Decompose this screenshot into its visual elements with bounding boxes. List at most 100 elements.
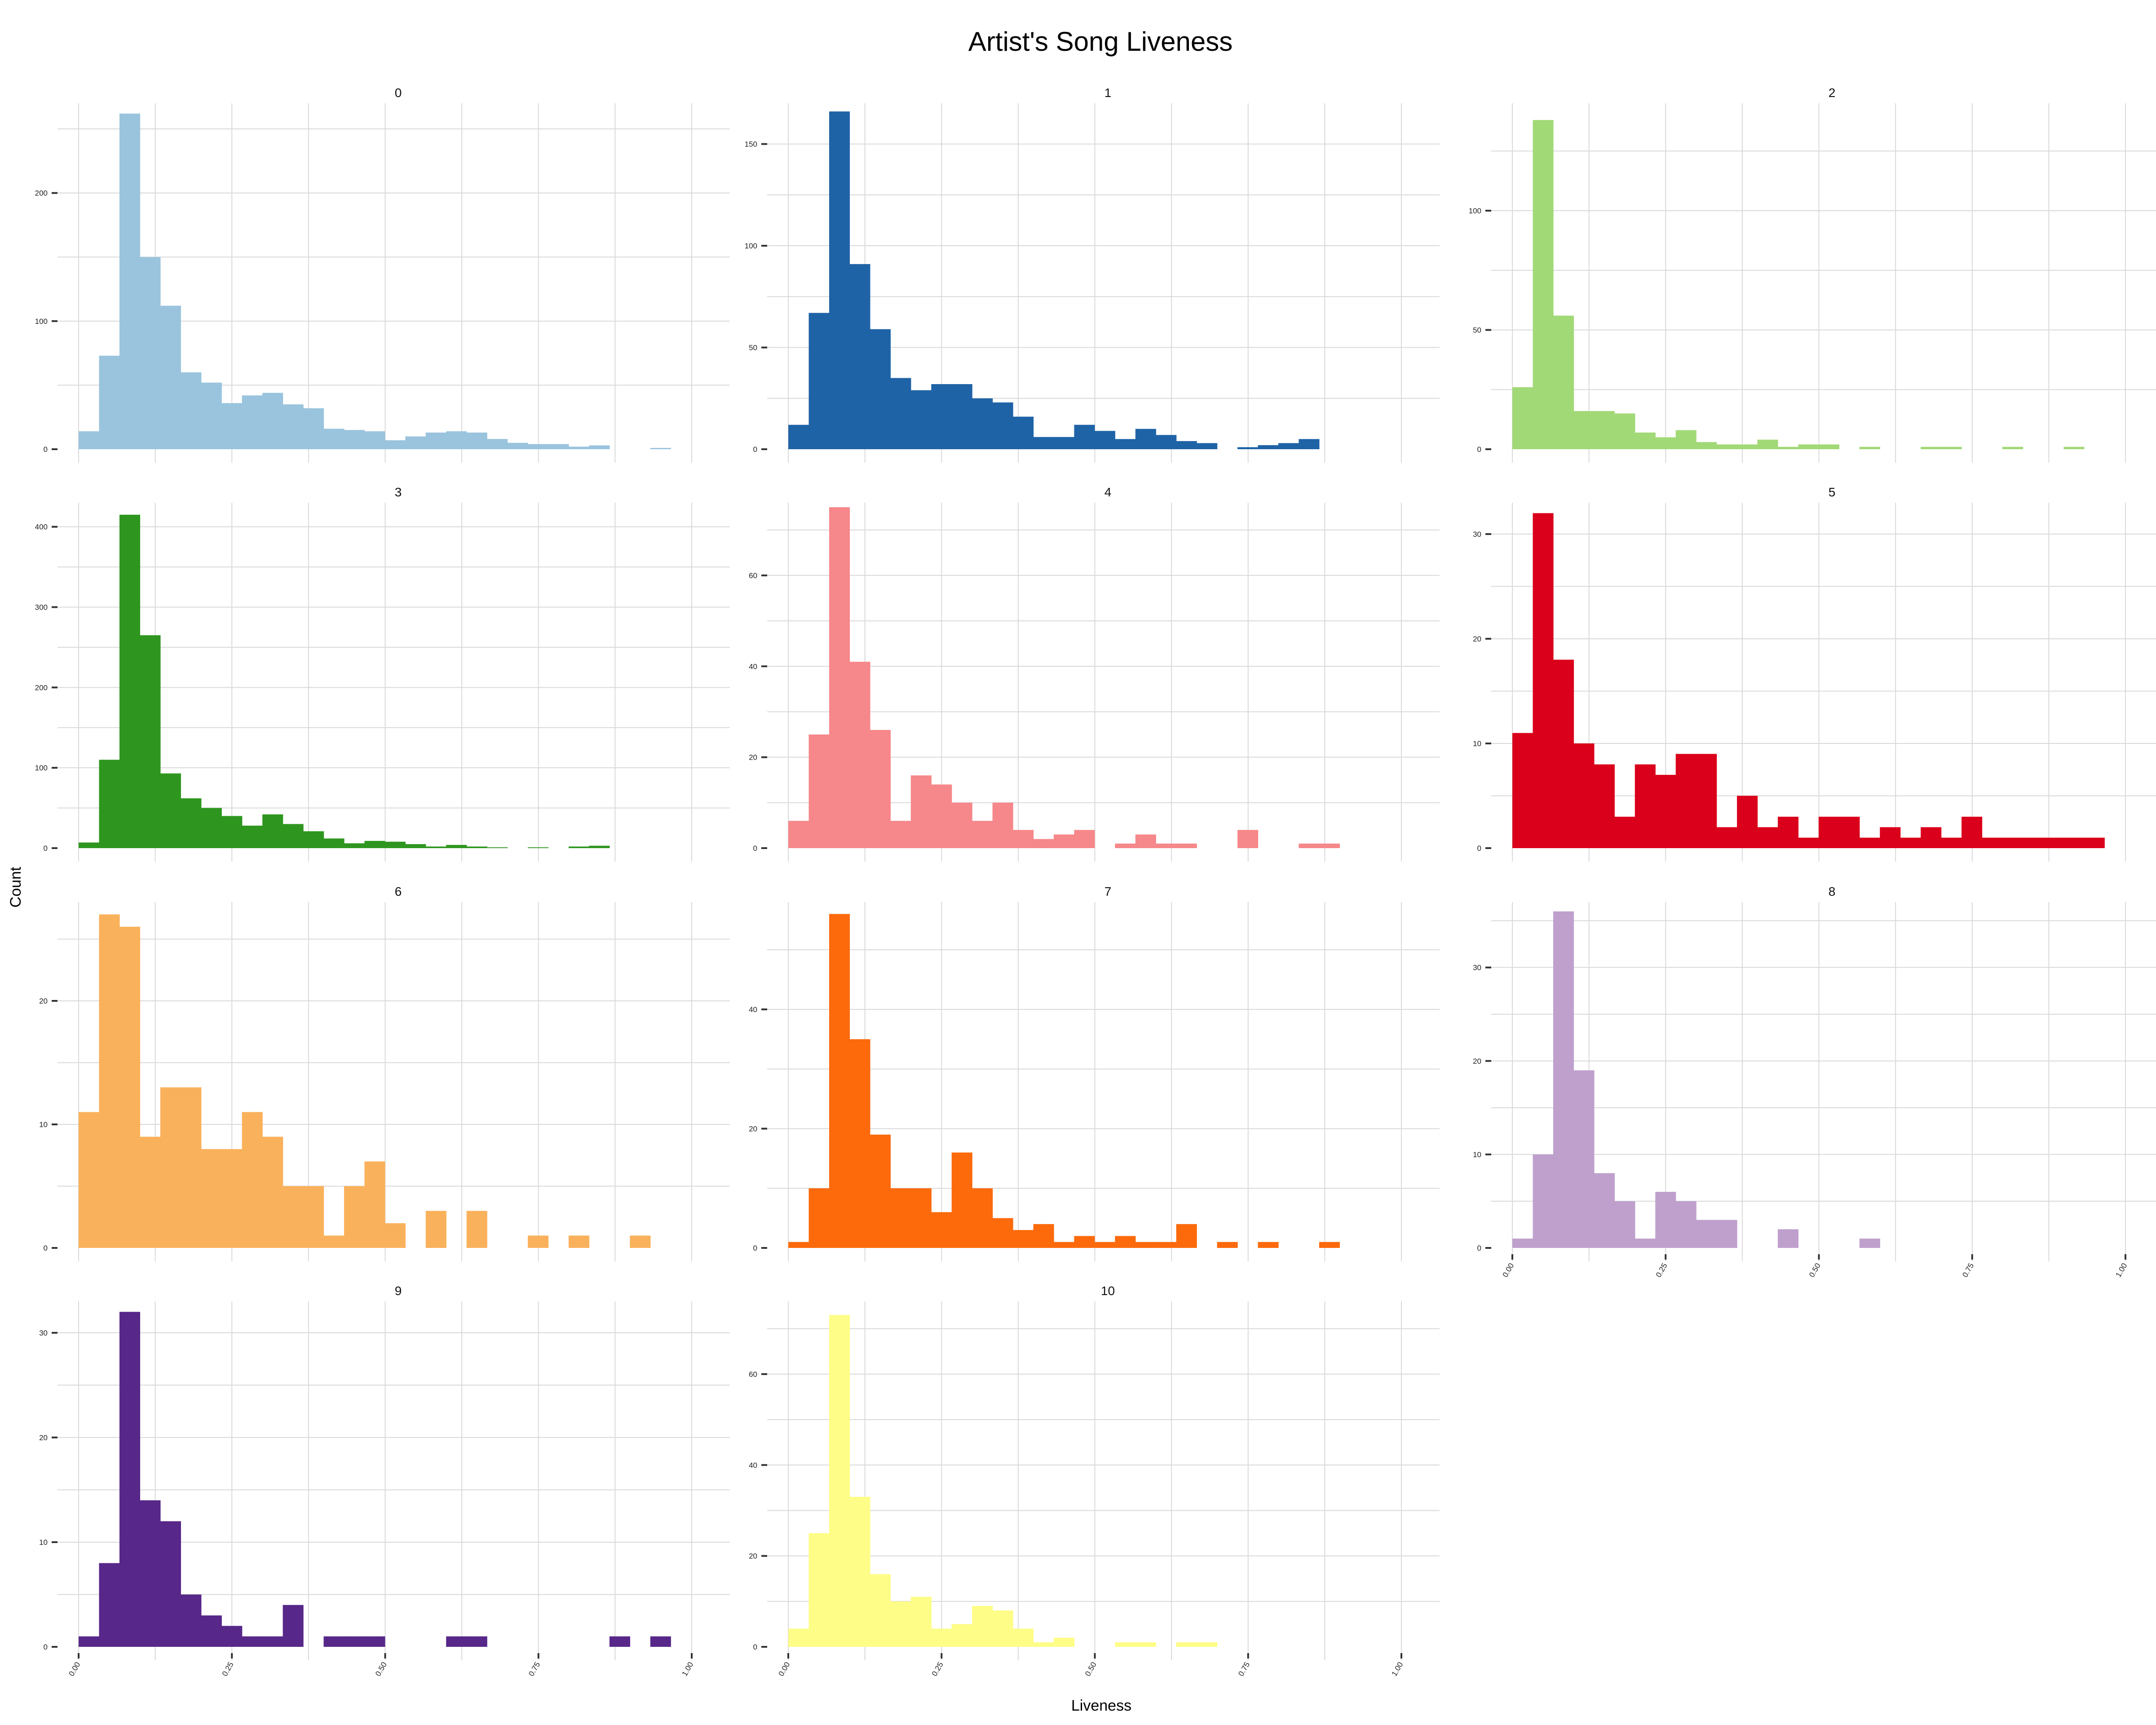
histogram-bar — [1716, 444, 1737, 449]
facet-strip-label: 10 — [1101, 1284, 1115, 1298]
histogram-bar — [1757, 439, 1778, 449]
histogram-bar — [1176, 1224, 1197, 1248]
histogram-bar — [972, 1188, 993, 1248]
histogram-bar — [384, 440, 406, 449]
histogram-bar — [1115, 1236, 1136, 1248]
histogram-bar — [466, 432, 487, 449]
histogram-bar — [931, 1212, 952, 1248]
y-tick-label: 100 — [35, 317, 48, 326]
histogram-bar — [528, 1235, 549, 1248]
histogram-bar — [1859, 447, 1880, 449]
histogram-bar — [972, 821, 993, 848]
histogram-bar — [181, 1087, 202, 1248]
y-tick-label: 50 — [1473, 326, 1481, 334]
histogram-bar — [1033, 839, 1054, 848]
histogram-bar — [992, 1218, 1013, 1248]
histogram-bar — [242, 1636, 263, 1647]
histogram-bar — [1675, 754, 1697, 848]
y-tick-label: 0 — [1477, 844, 1481, 853]
histogram-bar — [931, 384, 952, 449]
histogram-bar — [1512, 1238, 1533, 1248]
histogram-bar — [1135, 429, 1156, 449]
histogram-bar — [1013, 1628, 1034, 1647]
histogram-bar — [1115, 1642, 1136, 1647]
histogram-bar — [364, 431, 385, 449]
y-tick-label: 0 — [753, 1643, 757, 1651]
histogram-bar — [788, 1242, 809, 1248]
histogram-bar — [99, 760, 120, 848]
histogram-bar — [1880, 827, 1901, 848]
histogram-bar — [1033, 437, 1054, 449]
facet-strip-label: 8 — [1829, 885, 1836, 898]
histogram-bar — [1074, 425, 1095, 449]
y-tick-label: 30 — [1473, 530, 1481, 539]
facet-panels: 0100200005010015010501002010020030040030… — [35, 86, 2156, 1678]
histogram-bar — [323, 838, 345, 848]
histogram-bar — [1319, 843, 1340, 848]
histogram-bar — [568, 1235, 590, 1248]
histogram-bar — [1716, 1220, 1737, 1248]
histogram-bar — [1675, 430, 1697, 449]
histogram-bar — [788, 821, 809, 848]
y-tick-label: 60 — [749, 1370, 757, 1379]
histogram-bar — [992, 1610, 1013, 1647]
histogram-bar — [79, 1112, 100, 1248]
histogram-bar — [1941, 837, 1962, 848]
histogram-bar — [829, 1315, 850, 1647]
histogram-bar — [2002, 447, 2023, 449]
facet-panel-4: 0 20 40 60 4 — [749, 485, 1440, 862]
histogram-bar — [201, 382, 222, 449]
facet-panel-1: 0 50 100 150 1 — [745, 86, 1440, 463]
histogram-bar — [528, 444, 549, 449]
histogram-bar — [1696, 1220, 1717, 1248]
y-tick-label: 40 — [749, 1461, 757, 1469]
histogram-bar — [384, 841, 406, 848]
histogram-bar — [1074, 830, 1095, 848]
histogram-bar — [1818, 817, 1839, 848]
histogram-bar — [890, 1601, 911, 1647]
histogram-bar — [992, 802, 1013, 848]
y-tick-label: 40 — [749, 1005, 757, 1014]
histogram-bar — [1839, 817, 1860, 848]
histogram-bar — [1798, 837, 1819, 848]
histogram-bar — [1074, 1236, 1095, 1248]
histogram-bar — [262, 1636, 283, 1647]
y-tick-label: 20 — [39, 1433, 48, 1442]
histogram-bar — [910, 1597, 932, 1647]
histogram-bar — [1573, 411, 1595, 449]
histogram-bar — [1614, 1201, 1635, 1248]
y-tick-label: 30 — [39, 1329, 48, 1337]
histogram-bar — [910, 390, 932, 449]
y-axis-title: Count — [7, 867, 24, 907]
histogram-bar — [1319, 1242, 1340, 1248]
histogram-bar — [1053, 1637, 1075, 1647]
histogram-bar — [344, 1636, 365, 1647]
y-tick-label: 60 — [749, 571, 757, 580]
histogram-bar — [405, 844, 426, 848]
histogram-bar — [2002, 837, 2023, 848]
histogram-bar — [1258, 445, 1279, 449]
histogram-bar — [160, 1087, 181, 1248]
histogram-bar — [870, 329, 891, 449]
histogram-bar — [1777, 1229, 1799, 1248]
histogram-bar — [487, 847, 508, 848]
histogram-bar — [303, 831, 324, 848]
histogram-bar — [466, 1211, 487, 1248]
facet-strip-label: 2 — [1829, 86, 1836, 100]
histogram-bar — [870, 1574, 891, 1647]
histogram-bar — [1655, 1192, 1676, 1248]
histogram-bar — [951, 1152, 972, 1248]
y-tick-label: 10 — [1473, 1150, 1481, 1159]
histogram-bar — [1237, 830, 1259, 848]
histogram-bar — [242, 1112, 263, 1248]
histogram-bar — [262, 393, 283, 449]
histogram-bar — [1962, 817, 1983, 848]
y-tick-label: 20 — [1473, 1057, 1481, 1066]
histogram-bar — [140, 635, 161, 848]
histogram-bar — [323, 429, 345, 449]
histogram-bar — [849, 1497, 870, 1647]
y-tick-label: 0 — [44, 1643, 48, 1651]
histogram-bar — [384, 1223, 406, 1248]
histogram-bar — [2063, 837, 2085, 848]
